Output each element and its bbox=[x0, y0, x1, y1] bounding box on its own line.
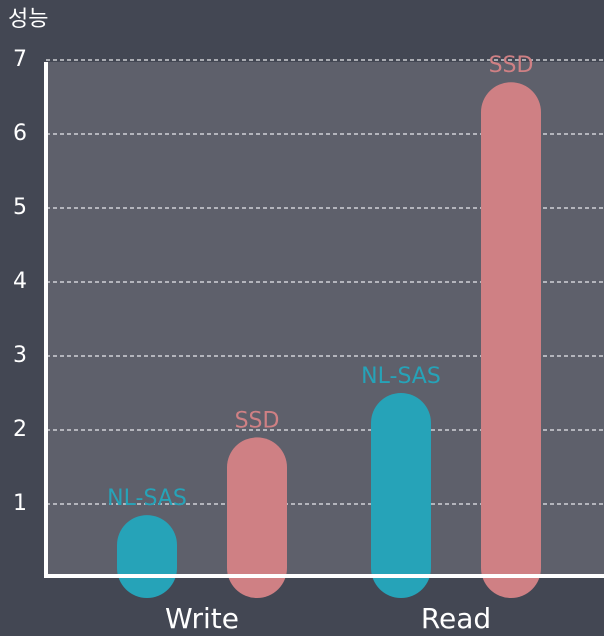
y-tick-label: 5 bbox=[13, 195, 27, 220]
bar bbox=[481, 82, 541, 598]
y-tick-label: 7 bbox=[13, 47, 27, 72]
y-tick-label: 4 bbox=[13, 269, 27, 294]
y-tick-label: 2 bbox=[13, 417, 27, 442]
y-tick-label: 1 bbox=[13, 491, 27, 516]
bar bbox=[117, 515, 177, 598]
y-tick-label: 6 bbox=[13, 121, 27, 146]
x-tick-label: Read bbox=[421, 602, 491, 635]
data-label: NL-SAS bbox=[361, 364, 441, 389]
bar bbox=[371, 393, 431, 598]
y-axis-label: 성능 bbox=[8, 7, 48, 32]
data-label: SSD bbox=[235, 408, 280, 433]
x-tick-label: Write bbox=[165, 602, 239, 635]
bar bbox=[227, 437, 287, 598]
data-label: SSD bbox=[489, 53, 534, 78]
y-tick-label: 3 bbox=[13, 343, 27, 368]
data-label: NL-SAS bbox=[107, 486, 187, 511]
